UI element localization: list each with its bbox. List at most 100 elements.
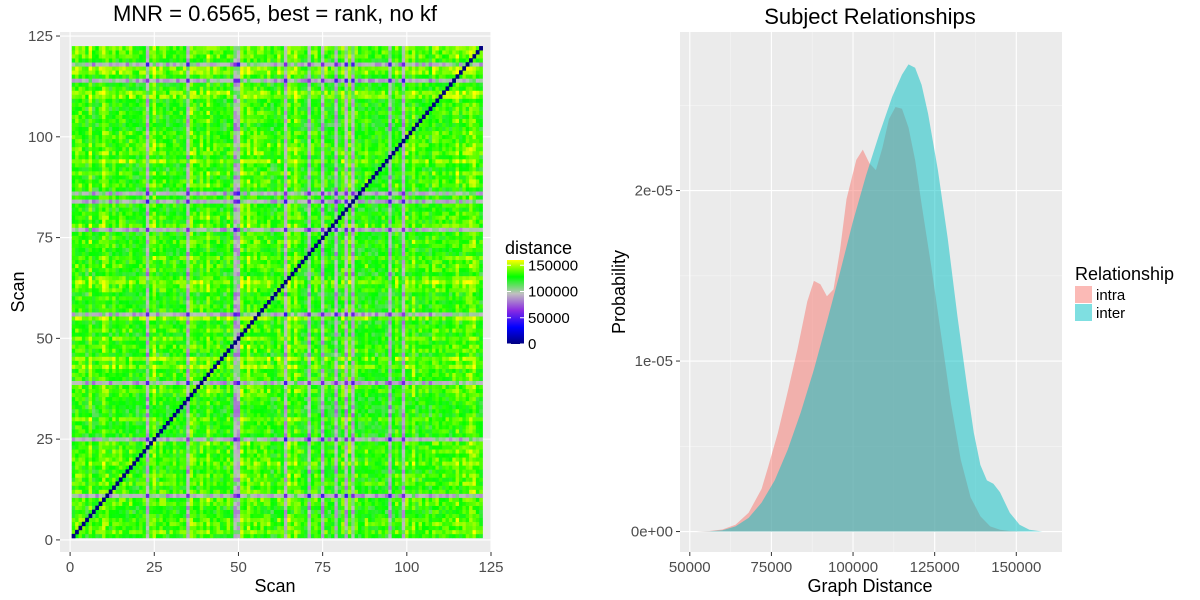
heatmap-cell — [277, 525, 281, 531]
heatmap-cell — [142, 392, 147, 398]
heatmap-cell — [256, 493, 261, 498]
heatmap-cell — [85, 513, 89, 519]
heatmap-cell — [166, 412, 170, 418]
heatmap-cell — [112, 449, 116, 454]
heatmap-cell — [139, 505, 143, 510]
heatmap-cell — [411, 485, 416, 490]
heatmap-cell — [155, 517, 160, 523]
heatmap-cell — [320, 388, 325, 394]
heatmap-cell — [186, 376, 190, 381]
heatmap-cell — [149, 437, 153, 442]
heatmap-cell — [297, 449, 302, 454]
heatmap-cell — [317, 481, 322, 486]
heatmap-cell — [219, 400, 224, 406]
heatmap-cell — [307, 533, 312, 539]
heatmap-cell — [452, 493, 456, 498]
heatmap-cell — [344, 481, 349, 486]
heatmap-cell — [432, 388, 436, 394]
heatmap-cell — [297, 433, 302, 438]
heatmap-cell — [125, 529, 130, 535]
heatmap-cell — [411, 437, 416, 442]
heatmap-cell — [219, 497, 224, 502]
heatmap-cell — [95, 380, 100, 386]
heatmap-cell — [85, 404, 89, 410]
heatmap-cell — [226, 521, 231, 527]
heatmap-cell — [233, 489, 238, 494]
heatmap-cell — [75, 465, 79, 470]
heatmap-cell — [112, 441, 116, 446]
heatmap-cell — [162, 481, 167, 486]
heatmap-cell — [115, 404, 120, 410]
heatmap-cell — [418, 517, 423, 523]
heatmap-cell — [280, 445, 285, 450]
heatmap-cell — [428, 461, 433, 466]
heatmap-cell — [88, 445, 93, 450]
heatmap-cell — [216, 457, 221, 462]
heatmap-cell — [166, 384, 170, 390]
heatmap-cell — [186, 461, 190, 466]
heatmap-cell — [226, 433, 231, 438]
heatmap-cell — [233, 473, 238, 478]
heatmap-cell — [270, 517, 275, 523]
heatmap-cell — [250, 384, 254, 390]
heatmap-cell — [223, 441, 227, 446]
heatmap-cell — [448, 412, 453, 418]
heatmap-cell — [166, 521, 170, 527]
heatmap-cell — [435, 445, 440, 450]
heatmap-cell — [287, 449, 291, 454]
heatmap-cell — [206, 453, 211, 458]
heatmap-cell — [364, 533, 369, 539]
heatmap-cell — [206, 376, 211, 381]
heatmap-cell — [304, 408, 308, 414]
heatmap-cell — [438, 461, 443, 466]
heatmap-cell — [462, 388, 467, 394]
heatmap-cell — [307, 416, 312, 422]
heatmap-cell — [125, 457, 130, 462]
heatmap-cell — [256, 473, 261, 478]
heatmap-cell — [331, 461, 335, 466]
heatmap-cell — [273, 441, 278, 446]
heatmap-cell — [256, 441, 261, 446]
heatmap-cell — [112, 392, 116, 398]
heatmap-cell — [405, 372, 409, 377]
heatmap-cell — [388, 513, 392, 519]
heatmap-cell — [118, 481, 123, 486]
heatmap-cell — [216, 509, 221, 515]
heatmap-cell — [213, 412, 217, 418]
heatmap-cell — [479, 376, 483, 381]
heatmap-cell — [88, 477, 93, 482]
heatmap-cell — [91, 521, 96, 527]
heatmap-cell — [472, 384, 477, 390]
heatmap-cell — [223, 493, 227, 498]
heatmap-cell — [378, 372, 382, 377]
heatmap-cell — [108, 396, 113, 402]
heatmap-cell — [283, 457, 288, 462]
heatmap-cell — [203, 497, 207, 502]
heatmap-cell — [105, 513, 110, 519]
heatmap-cell — [270, 469, 275, 474]
heatmap-cell — [408, 445, 413, 450]
heatmap-cell — [166, 497, 170, 502]
heatmap-cell — [324, 533, 328, 539]
heatmap-cell — [81, 408, 86, 414]
heatmap-cell — [216, 433, 221, 438]
heatmap-cell — [459, 501, 463, 506]
heatmap-cell — [347, 449, 352, 454]
heatmap-cell — [95, 485, 100, 490]
heatmap-cell — [344, 473, 349, 478]
heatmap-cell — [169, 457, 174, 462]
heatmap-cell — [88, 505, 93, 510]
heatmap-cell — [371, 461, 376, 466]
heatmap-cell — [182, 376, 187, 381]
heatmap-cell — [428, 429, 433, 434]
heatmap-cell — [189, 372, 194, 377]
heatmap-cell — [415, 521, 419, 527]
heatmap-cell — [273, 517, 278, 523]
heatmap-cell — [71, 412, 76, 418]
heatmap-cell — [250, 533, 254, 539]
heatmap-cell — [469, 457, 473, 462]
heatmap-cell — [112, 497, 116, 502]
heatmap-cell — [459, 521, 463, 527]
heatmap-cell — [152, 404, 157, 410]
heatmap-cell — [81, 384, 86, 390]
